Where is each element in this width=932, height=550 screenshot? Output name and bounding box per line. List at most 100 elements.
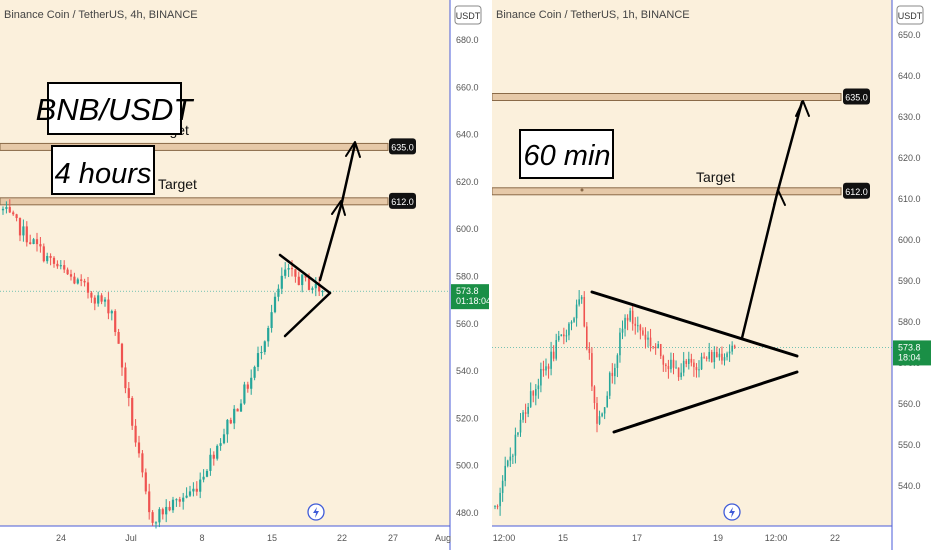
lightning-glyph: [313, 507, 319, 518]
candle-body: [693, 362, 695, 368]
candle-body: [713, 352, 716, 363]
candle-body: [652, 346, 654, 348]
candle-body: [222, 434, 226, 444]
candle-body: [522, 412, 524, 420]
candle-body: [721, 353, 723, 361]
candle-body: [311, 288, 314, 290]
candle-body: [165, 506, 168, 515]
target-price-tag: [389, 138, 416, 155]
timeframe-box-text: 60 min: [523, 140, 610, 172]
candle-body: [246, 384, 249, 389]
currency-badge[interactable]: [896, 5, 924, 25]
candle-body: [512, 455, 514, 457]
candle-body: [728, 351, 731, 354]
candle-body: [665, 364, 667, 367]
countdown-label: 18:04: [898, 352, 921, 362]
candle-body: [277, 288, 280, 297]
candle-body: [588, 348, 591, 354]
candle-body: [137, 442, 141, 454]
currency-label: USDT: [898, 11, 923, 21]
x-tick-label: Jul: [125, 533, 137, 543]
candle-body: [290, 268, 294, 270]
candle-body: [624, 317, 626, 329]
candle-body: [601, 413, 603, 417]
candle-body: [52, 257, 56, 264]
candle-body: [199, 479, 202, 492]
candle-body: [634, 323, 637, 326]
candle-body: [63, 265, 66, 270]
candle-body: [144, 472, 147, 492]
candle-body: [690, 358, 693, 363]
price-axis-background: [450, 0, 490, 550]
candle-body: [195, 488, 198, 492]
annotation-line: [612, 370, 799, 434]
candle-body: [192, 488, 195, 492]
candle-body: [708, 351, 710, 359]
candle-body: [260, 352, 263, 354]
candle-body: [229, 419, 232, 424]
candle-body: [670, 359, 672, 370]
candle-body: [297, 276, 300, 286]
last-price-label: 573.8: [898, 342, 921, 352]
candle-body: [73, 276, 76, 284]
candle-body: [540, 368, 542, 386]
y-tick-label: 680.0: [456, 35, 479, 45]
candle-body: [233, 408, 236, 424]
candle-body: [216, 445, 219, 459]
candle-body: [637, 325, 639, 327]
candle-body: [545, 366, 547, 371]
candle-body: [657, 344, 659, 349]
candle-body: [593, 386, 596, 404]
candle-body: [563, 334, 565, 337]
anchor-dot: [580, 188, 584, 192]
last-price-tag: [451, 284, 489, 310]
candle-body: [114, 311, 117, 333]
candle-body: [509, 456, 512, 461]
candle-body: [547, 366, 550, 369]
candle-body: [573, 318, 575, 322]
x-tick-label: 15: [267, 533, 277, 543]
candle-body: [705, 357, 708, 359]
candle-body: [321, 291, 324, 293]
candle-body: [629, 310, 631, 321]
candle-body: [568, 323, 570, 336]
candle-body: [120, 343, 124, 368]
y-tick-label: 580.0: [898, 317, 921, 327]
candle-body: [552, 351, 555, 359]
candle-body: [578, 299, 580, 305]
candle-body: [32, 239, 35, 245]
candle-body: [46, 255, 49, 262]
candle-body: [103, 299, 107, 302]
currency-badge[interactable]: [454, 5, 482, 25]
time-axis-background: [492, 526, 892, 550]
target-price-tag: [843, 182, 870, 199]
candle-body: [672, 359, 675, 368]
candle-body: [575, 304, 578, 319]
candle-body: [158, 509, 161, 523]
candle-body: [185, 495, 188, 498]
candle-body: [580, 296, 583, 300]
candle-body: [8, 207, 11, 213]
candle-body: [494, 506, 496, 508]
candle-body: [219, 443, 222, 446]
candle-body: [263, 341, 266, 353]
candle-body: [239, 403, 243, 412]
x-tick-label: 22: [337, 533, 347, 543]
candle-body: [18, 218, 22, 236]
candle-body: [12, 212, 15, 215]
y-tick-label: 540.0: [456, 366, 479, 376]
annotation-line: [775, 100, 804, 196]
candle-body: [42, 246, 45, 262]
plot-background: [0, 0, 450, 526]
candle-body: [171, 499, 175, 511]
y-tick-label: 620.0: [456, 177, 479, 187]
candle-body: [243, 384, 246, 404]
plot-background: [492, 0, 892, 526]
y-tick-label: 540.0: [898, 481, 921, 491]
y-tick-label: 650.0: [898, 30, 921, 40]
x-tick-label: 12:00: [765, 533, 788, 543]
candle-body: [501, 480, 504, 493]
candle-body: [695, 367, 698, 371]
candle-body: [550, 351, 552, 369]
target-band: [0, 142, 389, 151]
